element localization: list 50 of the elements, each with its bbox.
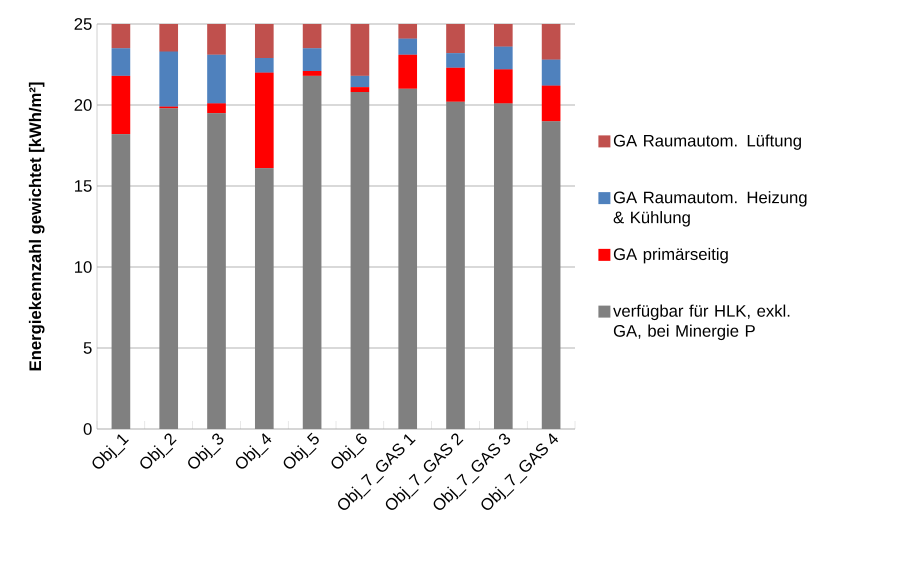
bar [112, 48, 130, 76]
bar [254, 72, 274, 168]
bar [494, 69, 513, 104]
bar [494, 24, 513, 47]
y-tick-label: 10 [75, 261, 92, 273]
y-tick-label: 25 [74, 18, 92, 30]
legend-label: GA Raumautom. Lüftung [614, 134, 801, 150]
bar [446, 102, 465, 430]
y-tick-label: 0 [84, 423, 92, 435]
bar [350, 76, 370, 88]
bar [542, 24, 560, 60]
bar [446, 68, 465, 102]
bar [350, 24, 370, 76]
bar [398, 38, 418, 55]
bar [446, 53, 465, 68]
legend-label: GA primärseitig [614, 248, 728, 264]
bar [350, 87, 370, 92]
bar [159, 52, 178, 107]
bar [542, 60, 560, 86]
bar [494, 46, 513, 70]
bar [398, 88, 418, 430]
bar [398, 54, 418, 89]
bar [302, 76, 322, 430]
bar [350, 92, 370, 430]
legend-label: verfügbar für HLK, exkl. GA, bei Minergie P [613, 304, 790, 340]
y-tick-label: 15 [75, 180, 92, 192]
bar [494, 103, 513, 430]
bar [159, 24, 178, 52]
legend-label: GA Raumautom. Heizung & Kühlung [614, 191, 806, 227]
bar [302, 70, 322, 76]
bar [207, 103, 226, 114]
y-tick-label: 20 [74, 99, 92, 111]
bar [112, 24, 130, 48]
bar [446, 24, 465, 54]
bar [112, 134, 130, 430]
bar [207, 24, 226, 55]
bar [542, 121, 560, 430]
bar [398, 24, 418, 39]
bar [302, 48, 322, 71]
bar [207, 113, 226, 430]
bar [254, 58, 274, 73]
bar [254, 24, 274, 58]
y-axis-title: Energiekennzahl gewichtet [kWh/m²] [28, 82, 44, 370]
bar [207, 54, 226, 104]
bar [254, 168, 274, 430]
bar [302, 24, 322, 48]
bar [542, 86, 560, 122]
bar [112, 76, 130, 134]
bar [159, 108, 178, 430]
y-tick-label: 5 [84, 342, 92, 354]
